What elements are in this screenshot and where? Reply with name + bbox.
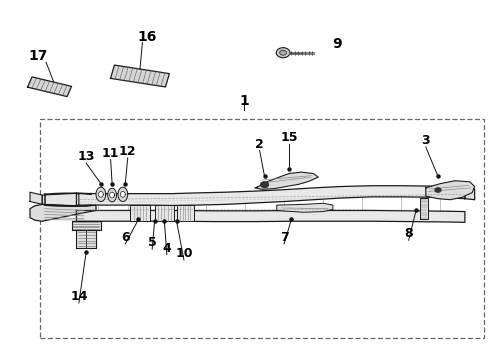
Polygon shape [426,181,475,200]
Polygon shape [27,77,72,96]
Text: 4: 4 [163,242,171,255]
Circle shape [435,188,441,192]
Bar [40,119,485,338]
Polygon shape [420,198,428,220]
Polygon shape [176,205,194,221]
Polygon shape [277,203,333,212]
Text: 2: 2 [255,138,264,150]
Polygon shape [98,192,103,197]
Polygon shape [121,192,125,197]
Polygon shape [465,188,475,200]
Text: 12: 12 [119,145,137,158]
Text: 13: 13 [77,150,95,163]
Text: 16: 16 [138,30,157,44]
Circle shape [276,48,290,58]
Text: 15: 15 [280,131,298,144]
Circle shape [261,182,269,188]
Polygon shape [76,186,465,206]
Polygon shape [111,65,170,87]
Polygon shape [110,192,115,198]
Polygon shape [76,230,96,248]
Text: 1: 1 [239,94,249,108]
Text: 6: 6 [121,231,129,244]
Polygon shape [30,204,96,221]
Polygon shape [42,193,79,206]
Polygon shape [72,221,101,230]
Polygon shape [76,211,465,222]
Polygon shape [255,172,318,189]
Circle shape [280,50,287,55]
Text: 3: 3 [421,134,430,147]
Polygon shape [130,205,150,221]
Text: 8: 8 [404,227,413,240]
Text: 14: 14 [70,290,88,303]
Polygon shape [30,192,42,204]
Text: 7: 7 [280,231,289,244]
Polygon shape [96,187,106,202]
Text: 5: 5 [148,236,156,249]
Text: 17: 17 [28,49,48,63]
Text: 11: 11 [102,147,120,159]
Polygon shape [118,187,128,202]
Text: 10: 10 [175,247,193,260]
Polygon shape [108,188,117,202]
Polygon shape [155,205,174,221]
Text: 9: 9 [332,37,342,51]
